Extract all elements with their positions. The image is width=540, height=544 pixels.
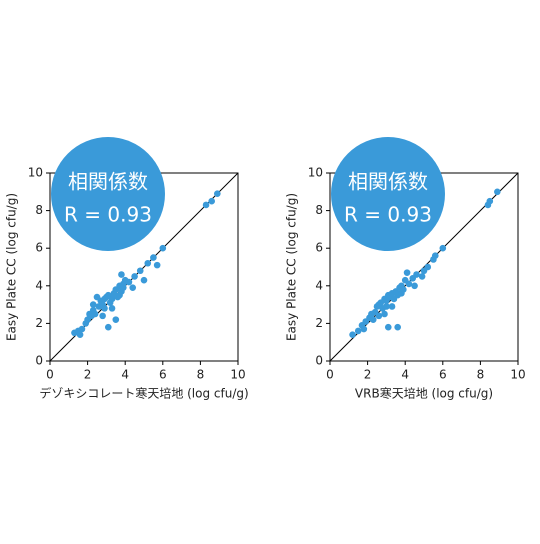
point (78, 325, 86, 333)
y-axis-label: Easy Plate CC (log cfu/g) (285, 193, 299, 341)
point (411, 282, 418, 290)
point (418, 273, 426, 280)
x-tick-label: 4 (401, 368, 409, 382)
y-axis-label: Easy Plate CC (log cfu/g) (5, 193, 19, 341)
point (118, 271, 125, 278)
point (101, 295, 108, 303)
point (354, 327, 362, 335)
point (405, 280, 413, 288)
x-tick-label: 6 (439, 368, 447, 382)
x-tick-label: 6 (159, 368, 167, 382)
point (136, 267, 144, 275)
x-tick-label: 10 (230, 368, 245, 382)
y-tick-label: 4 (35, 278, 43, 292)
x-tick-label: 2 (84, 368, 92, 382)
y-tick-label: 10 (308, 166, 323, 180)
point (384, 323, 392, 331)
y-tick-label: 10 (28, 166, 43, 180)
point (486, 197, 494, 205)
y-tick-label: 2 (35, 316, 43, 330)
point (99, 312, 106, 320)
badge-text: R = 0.93 (64, 203, 152, 227)
point (394, 323, 401, 331)
point (494, 188, 501, 196)
point (104, 323, 112, 331)
point (112, 316, 120, 323)
badge-text: 相関係数 (348, 170, 428, 194)
badge (331, 137, 445, 251)
y-tick-label: 0 (35, 354, 43, 368)
point (101, 305, 108, 312)
point (413, 271, 420, 278)
x-tick-label: 0 (46, 368, 54, 382)
x-axis-label: デゾキシコレート寒天培地 (log cfu/g) (39, 386, 248, 401)
point (383, 303, 390, 310)
point (129, 284, 137, 291)
point (202, 201, 210, 209)
point (108, 305, 116, 312)
x-tick-label: 10 (510, 368, 525, 382)
point (153, 261, 161, 269)
x-tick-label: 0 (326, 368, 334, 382)
y-tick-label: 6 (315, 241, 323, 255)
badge-text: R = 0.93 (344, 203, 432, 227)
x-tick-label: 2 (364, 368, 372, 382)
y-tick-label: 6 (35, 241, 43, 255)
badge (51, 137, 165, 251)
point (403, 269, 411, 276)
point (76, 331, 84, 338)
point (144, 259, 152, 267)
point (420, 267, 428, 275)
y-tick-label: 8 (35, 203, 43, 217)
point (120, 280, 127, 288)
point (349, 331, 356, 338)
x-tick-label: 8 (197, 368, 205, 382)
badge-text: 相関係数 (68, 170, 148, 194)
point (110, 291, 118, 299)
point (369, 316, 377, 323)
point (398, 290, 405, 297)
point (89, 301, 97, 308)
point (388, 303, 396, 310)
point (214, 190, 221, 197)
y-tick-label: 2 (315, 316, 323, 330)
point (116, 291, 123, 299)
y-tick-label: 8 (315, 203, 323, 217)
y-tick-label: 0 (315, 354, 323, 368)
point (381, 310, 388, 318)
y-tick-label: 4 (315, 278, 323, 292)
point (140, 276, 148, 284)
point (131, 273, 138, 280)
point (208, 197, 215, 205)
point (431, 252, 439, 260)
point (91, 310, 99, 318)
x-tick-label: 4 (121, 368, 129, 382)
point (439, 244, 447, 252)
point (86, 310, 93, 318)
point (150, 254, 157, 261)
point (159, 244, 167, 252)
point (375, 312, 383, 320)
point (125, 278, 133, 286)
x-axis-label: VRB寒天培地 (log cfu/g) (355, 386, 493, 401)
x-tick-label: 8 (477, 368, 485, 382)
point (360, 325, 368, 333)
